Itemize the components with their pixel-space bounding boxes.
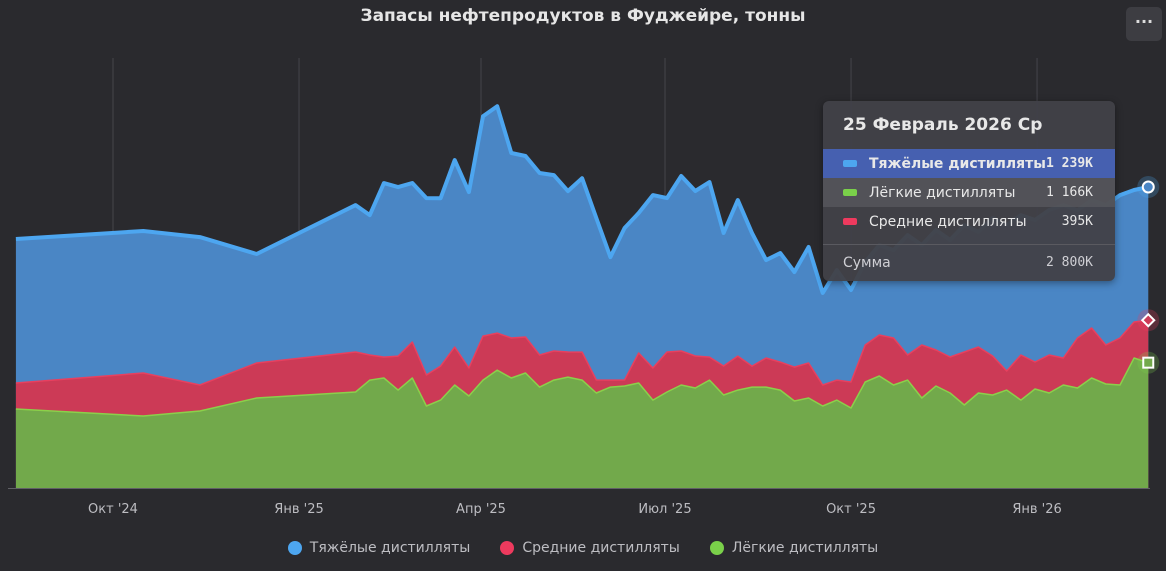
x-tick-label: Янв '25 [274,502,323,517]
area-light [15,358,1149,488]
tooltip-row-light: Лёгкие дистилляты 1 166K [823,178,1115,207]
legend-dot-icon [709,541,724,555]
legend-item-heavy[interactable]: Тяжёлые дистилляты [287,540,471,556]
tooltip-row-heavy: Тяжёлые дистилляты 1 239K [823,149,1115,178]
tooltip-series-value: 395K [1061,214,1093,229]
tooltip-series-value: 1 239K [1046,156,1093,171]
x-tick-label: Окт '25 [826,502,876,517]
tooltip-swatch [843,189,857,196]
marker-heavy-circle [1141,180,1155,194]
line-medium [15,319,1149,386]
tooltip-swatch [843,218,857,225]
tooltip-sum-row: Сумма 2 800K [823,245,1115,271]
legend-item-light[interactable]: Лёгкие дистилляты [709,540,879,556]
tooltip-series-name: Тяжёлые дистилляты [869,155,1046,172]
tooltip: 25 Февраль 2026 Ср Тяжёлые дистилляты 1 … [823,101,1115,281]
tooltip-series-value: 1 166K [1046,185,1093,200]
marker-medium-diamond [1140,312,1156,328]
chart-menu-button[interactable]: ··· [1126,7,1162,41]
x-tick-label: Июл '25 [638,502,691,517]
tooltip-series-name: Средние дистилляты [869,213,1027,230]
legend-dot-icon [287,541,302,555]
legend: Тяжёлые дистилляты Средние дистилляты Лё… [0,540,1166,556]
chart-title: Запасы нефтепродуктов в Фуджейре, тонны [360,6,806,26]
legend-label: Лёгкие дистилляты [731,540,879,556]
tooltip-row-medium: Средние дистилляты 395K [823,207,1115,236]
tooltip-divider [823,244,1115,245]
tooltip-date: 25 Февраль 2026 Ср [843,115,1043,135]
tooltip-sum-label: Сумма [843,255,891,271]
x-tick-label: Апр '25 [456,502,506,517]
x-tick-label: Янв '26 [1012,502,1061,517]
line-light [15,357,1149,417]
legend-item-medium[interactable]: Средние дистилляты [500,540,680,556]
legend-label: Средние дистилляты [522,540,680,556]
legend-dot-icon [500,541,515,555]
tooltip-sum-value: 2 800K [1046,255,1093,270]
x-tick-label: Окт '24 [88,502,138,517]
legend-label: Тяжёлые дистилляты [309,540,471,556]
marker-light-square [1142,356,1155,369]
tooltip-series-name: Лёгкие дистилляты [869,184,1016,201]
tooltip-swatch [843,160,857,167]
